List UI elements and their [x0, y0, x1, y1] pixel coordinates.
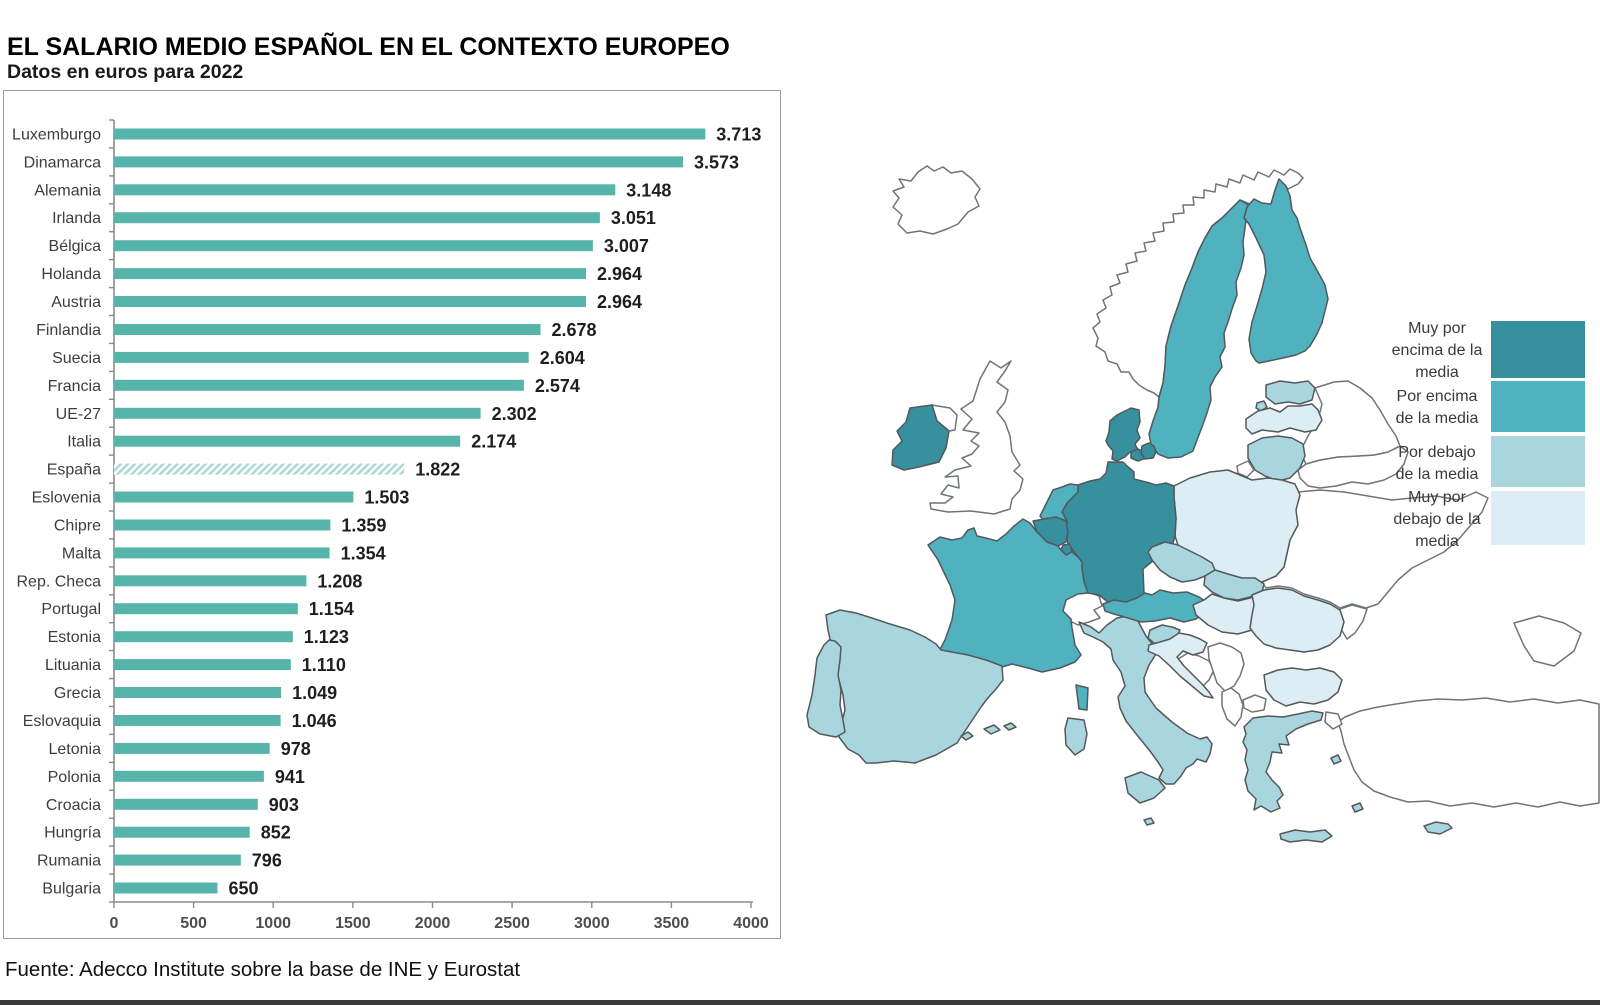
svg-text:941: 941 — [275, 767, 305, 787]
svg-text:1.354: 1.354 — [341, 543, 386, 563]
svg-text:3.573: 3.573 — [694, 152, 739, 172]
svg-text:1.208: 1.208 — [317, 571, 362, 591]
svg-text:3.148: 3.148 — [626, 180, 671, 200]
svg-text:Bélgica: Bélgica — [49, 238, 102, 255]
svg-text:Estonia: Estonia — [48, 629, 101, 646]
svg-text:1.110: 1.110 — [302, 655, 346, 675]
svg-text:Croacia: Croacia — [46, 797, 101, 814]
svg-text:Luxemburgo: Luxemburgo — [12, 127, 101, 144]
svg-text:Chipre: Chipre — [54, 518, 101, 535]
svg-text:UE-27: UE-27 — [56, 406, 101, 423]
svg-text:Rep. Checa: Rep. Checa — [17, 573, 102, 590]
svg-text:Bulgaria: Bulgaria — [42, 881, 101, 898]
svg-text:Holanda: Holanda — [41, 266, 101, 283]
svg-text:Austria: Austria — [51, 294, 101, 311]
svg-text:2000: 2000 — [415, 915, 451, 932]
svg-text:1.046: 1.046 — [292, 711, 337, 731]
svg-text:1000: 1000 — [255, 915, 291, 932]
svg-text:Rumania: Rumania — [37, 853, 101, 870]
svg-text:903: 903 — [269, 795, 299, 815]
svg-text:Polonia: Polonia — [48, 769, 101, 786]
svg-text:España: España — [47, 462, 101, 479]
svg-text:1500: 1500 — [335, 915, 371, 932]
svg-text:3.007: 3.007 — [604, 236, 649, 256]
svg-text:4000: 4000 — [733, 915, 769, 932]
svg-text:2.678: 2.678 — [552, 320, 597, 340]
svg-text:Portugal: Portugal — [41, 601, 101, 618]
svg-text:1.154: 1.154 — [309, 599, 354, 619]
svg-text:2500: 2500 — [494, 915, 530, 932]
svg-text:2.604: 2.604 — [540, 348, 585, 368]
svg-text:Lituania: Lituania — [45, 657, 101, 674]
svg-text:Malta: Malta — [62, 545, 101, 562]
svg-text:3000: 3000 — [574, 915, 610, 932]
svg-text:3.713: 3.713 — [716, 125, 761, 145]
svg-text:Irlanda: Irlanda — [52, 210, 101, 227]
svg-text:978: 978 — [281, 739, 311, 759]
svg-text:500: 500 — [180, 915, 207, 932]
svg-text:852: 852 — [261, 823, 291, 843]
svg-text:2.964: 2.964 — [597, 292, 642, 312]
svg-text:1.822: 1.822 — [415, 460, 460, 480]
svg-text:650: 650 — [229, 879, 259, 899]
svg-text:Italia: Italia — [67, 434, 101, 451]
svg-text:2.964: 2.964 — [597, 264, 642, 284]
svg-text:1.503: 1.503 — [364, 488, 409, 508]
svg-text:Eslovaquia: Eslovaquia — [23, 713, 101, 730]
svg-text:Dinamarca: Dinamarca — [24, 154, 101, 171]
svg-text:Alemania: Alemania — [34, 182, 101, 199]
svg-text:2.574: 2.574 — [535, 376, 580, 396]
svg-text:1.359: 1.359 — [341, 516, 386, 536]
svg-text:Hungría: Hungría — [44, 825, 101, 842]
svg-text:0: 0 — [110, 915, 119, 932]
svg-text:Letonia: Letonia — [49, 741, 102, 758]
svg-text:Suecia: Suecia — [52, 350, 101, 367]
svg-text:Eslovenia: Eslovenia — [32, 490, 101, 507]
svg-text:3500: 3500 — [654, 915, 690, 932]
svg-text:2.302: 2.302 — [492, 404, 537, 424]
svg-text:3.051: 3.051 — [611, 208, 656, 228]
svg-text:Francia: Francia — [48, 378, 101, 395]
svg-text:796: 796 — [252, 851, 282, 871]
svg-text:2.174: 2.174 — [471, 432, 516, 452]
svg-text:1.049: 1.049 — [292, 683, 337, 703]
svg-text:Finlandia: Finlandia — [36, 322, 101, 339]
svg-text:1.123: 1.123 — [304, 627, 349, 647]
svg-text:Grecia: Grecia — [54, 685, 101, 702]
